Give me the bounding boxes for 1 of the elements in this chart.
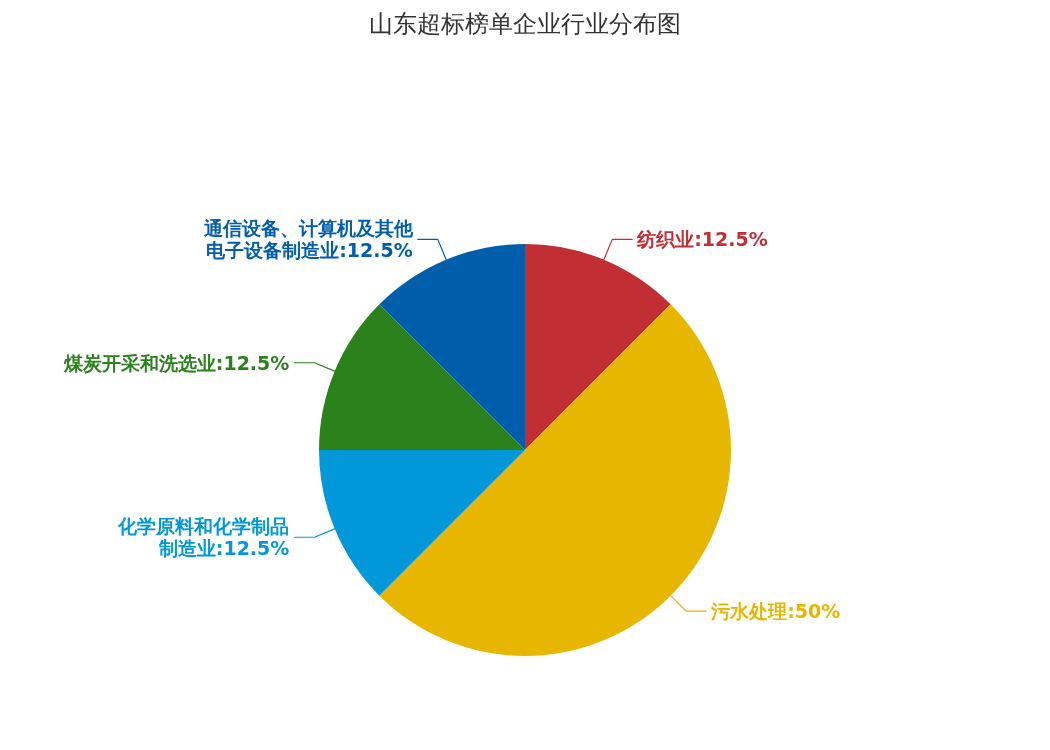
title: 山东超标榜单企业行业分布图 [369,10,681,38]
